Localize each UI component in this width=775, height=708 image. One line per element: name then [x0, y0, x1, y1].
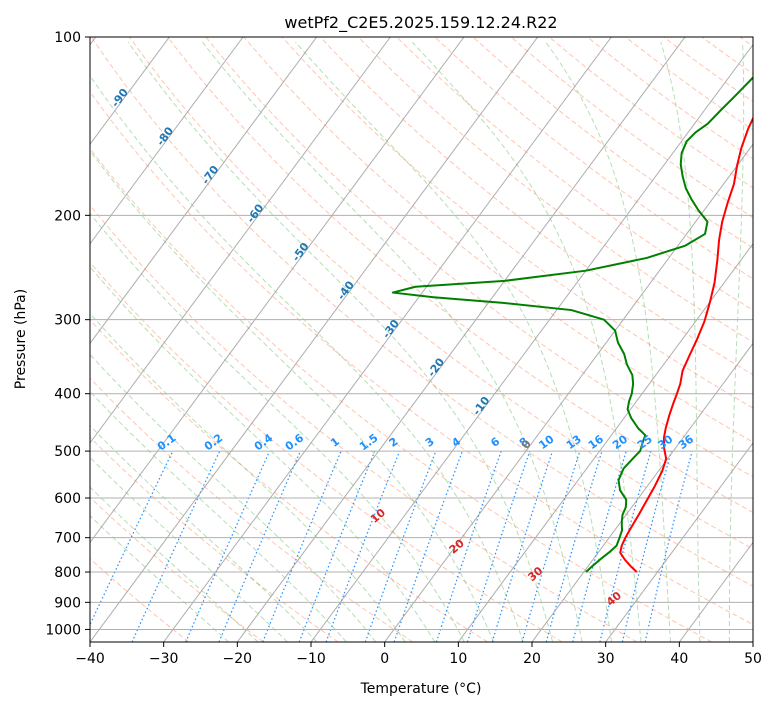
x-tick-label: −20	[223, 651, 253, 667]
isotherm	[531, 342, 753, 642]
x-tick-label: 30	[597, 651, 615, 667]
isotherm	[310, 43, 753, 642]
chart-title: wetPf2_C2E5.2025.159.12.24.R22	[284, 13, 557, 33]
mixing-ratio-line	[435, 450, 502, 642]
x-tick-label: −40	[75, 651, 105, 667]
moist-adiabat	[660, 41, 701, 642]
moist-adiabat	[90, 312, 406, 642]
x-tick-label: −10	[296, 651, 326, 667]
mixing-ratio-line	[621, 450, 672, 642]
isotherm	[236, 37, 686, 642]
dry-adiabat	[90, 147, 712, 642]
moist-adiabat	[90, 150, 495, 642]
moist-adiabat	[90, 486, 259, 642]
dry-adiabat	[548, 37, 753, 189]
isotherm	[163, 37, 612, 642]
moist-adiabat	[90, 353, 377, 642]
dry-adiabat	[434, 37, 753, 280]
dry-adiabat	[90, 204, 638, 642]
x-axis-title: Temperature (°C)	[360, 681, 482, 697]
profile-series	[391, 76, 753, 573]
isotherm	[90, 37, 391, 444]
isotherm	[90, 37, 244, 245]
mixing-ratio-line	[364, 450, 437, 642]
moist-adiabat	[90, 390, 347, 642]
x-tick-label: 40	[670, 651, 688, 667]
plot-frame	[89, 36, 754, 643]
dry-adiabat	[472, 37, 753, 249]
mixing-ratio-line	[90, 450, 174, 626]
dry-adiabat	[90, 496, 264, 642]
moist-adiabat	[90, 74, 524, 642]
dry-adiabat	[90, 90, 753, 626]
mixing-ratio-line	[521, 450, 581, 642]
moist-adiabat	[90, 515, 229, 642]
dry-adiabat	[129, 37, 753, 550]
x-tick-label: 0	[380, 651, 389, 667]
isotherm	[90, 37, 318, 345]
mixing-ratio-line	[491, 450, 554, 642]
x-tick-label: −30	[149, 651, 179, 667]
isotherm	[384, 143, 753, 642]
moist-adiabat	[295, 41, 613, 642]
moist-adiabat	[90, 266, 436, 642]
mixing-ratio-line	[218, 450, 302, 642]
x-tick-label: 50	[744, 651, 762, 667]
moist-adiabat	[127, 41, 554, 642]
mixing-ratio-line	[599, 450, 652, 642]
y-tick-label: 200	[54, 208, 81, 224]
mixing-ratio-line	[393, 450, 463, 642]
moist-adiabat	[728, 42, 745, 642]
isotherm	[90, 37, 539, 642]
plot-area: 0.10.20.40.611.52346810131620253036-100-…	[90, 37, 753, 642]
moist-adiabat	[202, 41, 583, 642]
dry-adiabat	[243, 37, 753, 443]
mixing-ratio-line	[131, 450, 221, 642]
dry-adiabats	[90, 37, 753, 642]
mixing-ratio-line	[185, 450, 271, 642]
y-axis-title: Pressure (hPa)	[13, 289, 29, 389]
y-tick-label: 100	[54, 30, 81, 46]
y-tick-label: 700	[54, 531, 81, 547]
pressure-gridlines	[90, 37, 753, 630]
dry-adiabat	[167, 37, 753, 514]
isotherm	[457, 242, 753, 642]
y-tick-label: 300	[54, 313, 81, 329]
dry-adiabat	[319, 37, 753, 376]
isotherm	[90, 37, 170, 146]
y-tick-label: 800	[54, 565, 81, 581]
dry-adiabat	[358, 37, 753, 343]
moist-adiabat	[545, 41, 671, 642]
dry-adiabat	[90, 261, 563, 642]
mixing-ratio-line	[644, 450, 693, 642]
isotherm	[90, 37, 465, 544]
x-tick-label: 10	[449, 651, 467, 667]
dry-adiabat	[281, 37, 753, 409]
y-axis: 100 200 300 400 500 600 700 800 900 1000	[45, 30, 90, 638]
isotherm	[605, 442, 753, 642]
y-tick-label: 600	[54, 491, 81, 507]
y-tick-label: 400	[54, 387, 81, 403]
y-tick-label: 900	[54, 595, 81, 611]
dewpoint-profile-line	[391, 76, 753, 573]
dry-adiabat	[396, 37, 753, 311]
x-axis: −40 −30 −20 −10 0 10 20 30 40 50	[75, 642, 762, 667]
temperature-profile-line	[619, 116, 753, 573]
skewed-isotherms	[90, 37, 753, 642]
mixing-ratio-line	[572, 450, 627, 642]
y-tick-label: 500	[54, 444, 81, 460]
mixing-ratio-line	[466, 450, 531, 642]
x-tick-label: 20	[523, 651, 541, 667]
y-tick-label: 1000	[45, 622, 81, 638]
